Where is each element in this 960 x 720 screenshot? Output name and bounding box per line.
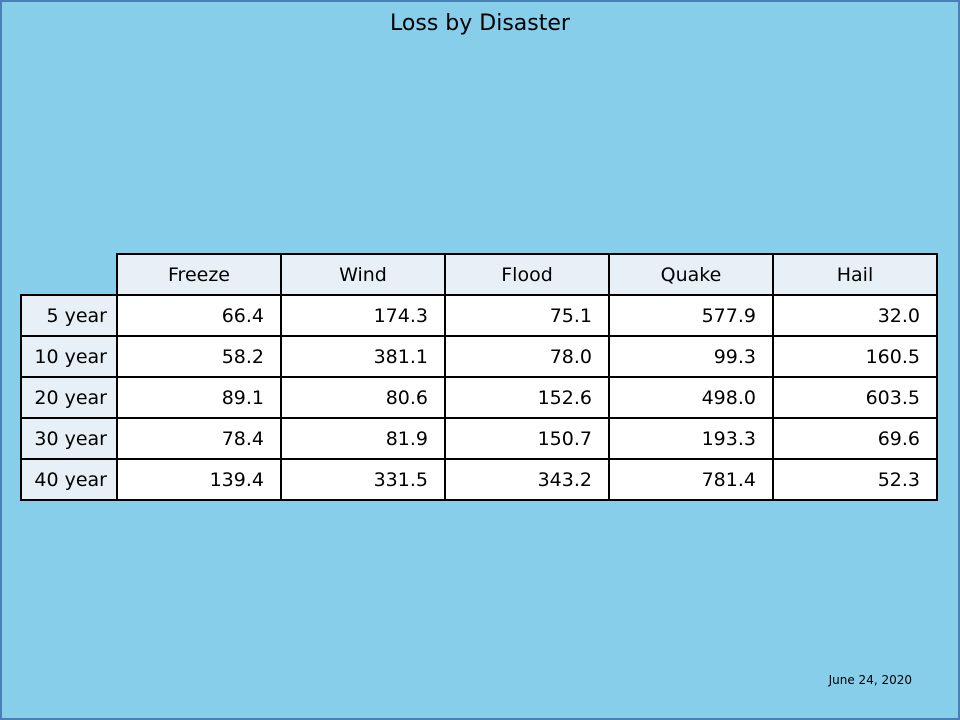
table-cell: 193.3	[608, 417, 774, 460]
header-row: Freeze Wind Flood Quake Hail	[21, 253, 938, 296]
row-header: 10 year	[20, 335, 118, 378]
table-cell: 32.0	[772, 294, 938, 337]
table-cell: 81.9	[280, 417, 446, 460]
table-cell: 498.0	[608, 376, 774, 419]
loss-table: Freeze Wind Flood Quake Hail 5 year 66.4…	[20, 253, 938, 501]
column-header: Hail	[772, 253, 938, 296]
table-row: 20 year 89.1 80.6 152.6 498.0 603.5	[20, 376, 938, 419]
chart-title: Loss by Disaster	[390, 11, 570, 36]
table-cell: 603.5	[772, 376, 938, 419]
table-cell: 781.4	[608, 458, 774, 501]
table-cell: 174.3	[280, 294, 446, 337]
table-cell: 78.4	[116, 417, 282, 460]
column-header: Flood	[444, 253, 610, 296]
table-cell: 331.5	[280, 458, 446, 501]
column-header: Freeze	[116, 253, 282, 296]
row-header: 30 year	[20, 417, 118, 460]
table-cell: 78.0	[444, 335, 610, 378]
table-cell: 75.1	[444, 294, 610, 337]
row-header: 5 year	[20, 294, 118, 337]
table-cell: 89.1	[116, 376, 282, 419]
table-cell: 80.6	[280, 376, 446, 419]
table-cell: 58.2	[116, 335, 282, 378]
table-cell: 139.4	[116, 458, 282, 501]
table-cell: 99.3	[608, 335, 774, 378]
column-header: Quake	[608, 253, 774, 296]
table-row: 30 year 78.4 81.9 150.7 193.3 69.6	[20, 417, 938, 460]
row-header: 40 year	[20, 458, 118, 501]
table-cell: 577.9	[608, 294, 774, 337]
table-row: 10 year 58.2 381.1 78.0 99.3 160.5	[20, 335, 938, 378]
table-cell: 343.2	[444, 458, 610, 501]
date-footer: June 24, 2020	[828, 673, 912, 687]
table-cell: 152.6	[444, 376, 610, 419]
table-cell: 69.6	[772, 417, 938, 460]
table-cell: 52.3	[772, 458, 938, 501]
table-row: 5 year 66.4 174.3 75.1 577.9 32.0	[20, 294, 938, 337]
table-cell: 150.7	[444, 417, 610, 460]
table-cell: 160.5	[772, 335, 938, 378]
row-header: 20 year	[20, 376, 118, 419]
column-header: Wind	[280, 253, 446, 296]
table-corner	[21, 254, 117, 295]
table-row: 40 year 139.4 331.5 343.2 781.4 52.3	[20, 458, 938, 501]
table-cell: 66.4	[116, 294, 282, 337]
table-cell: 381.1	[280, 335, 446, 378]
